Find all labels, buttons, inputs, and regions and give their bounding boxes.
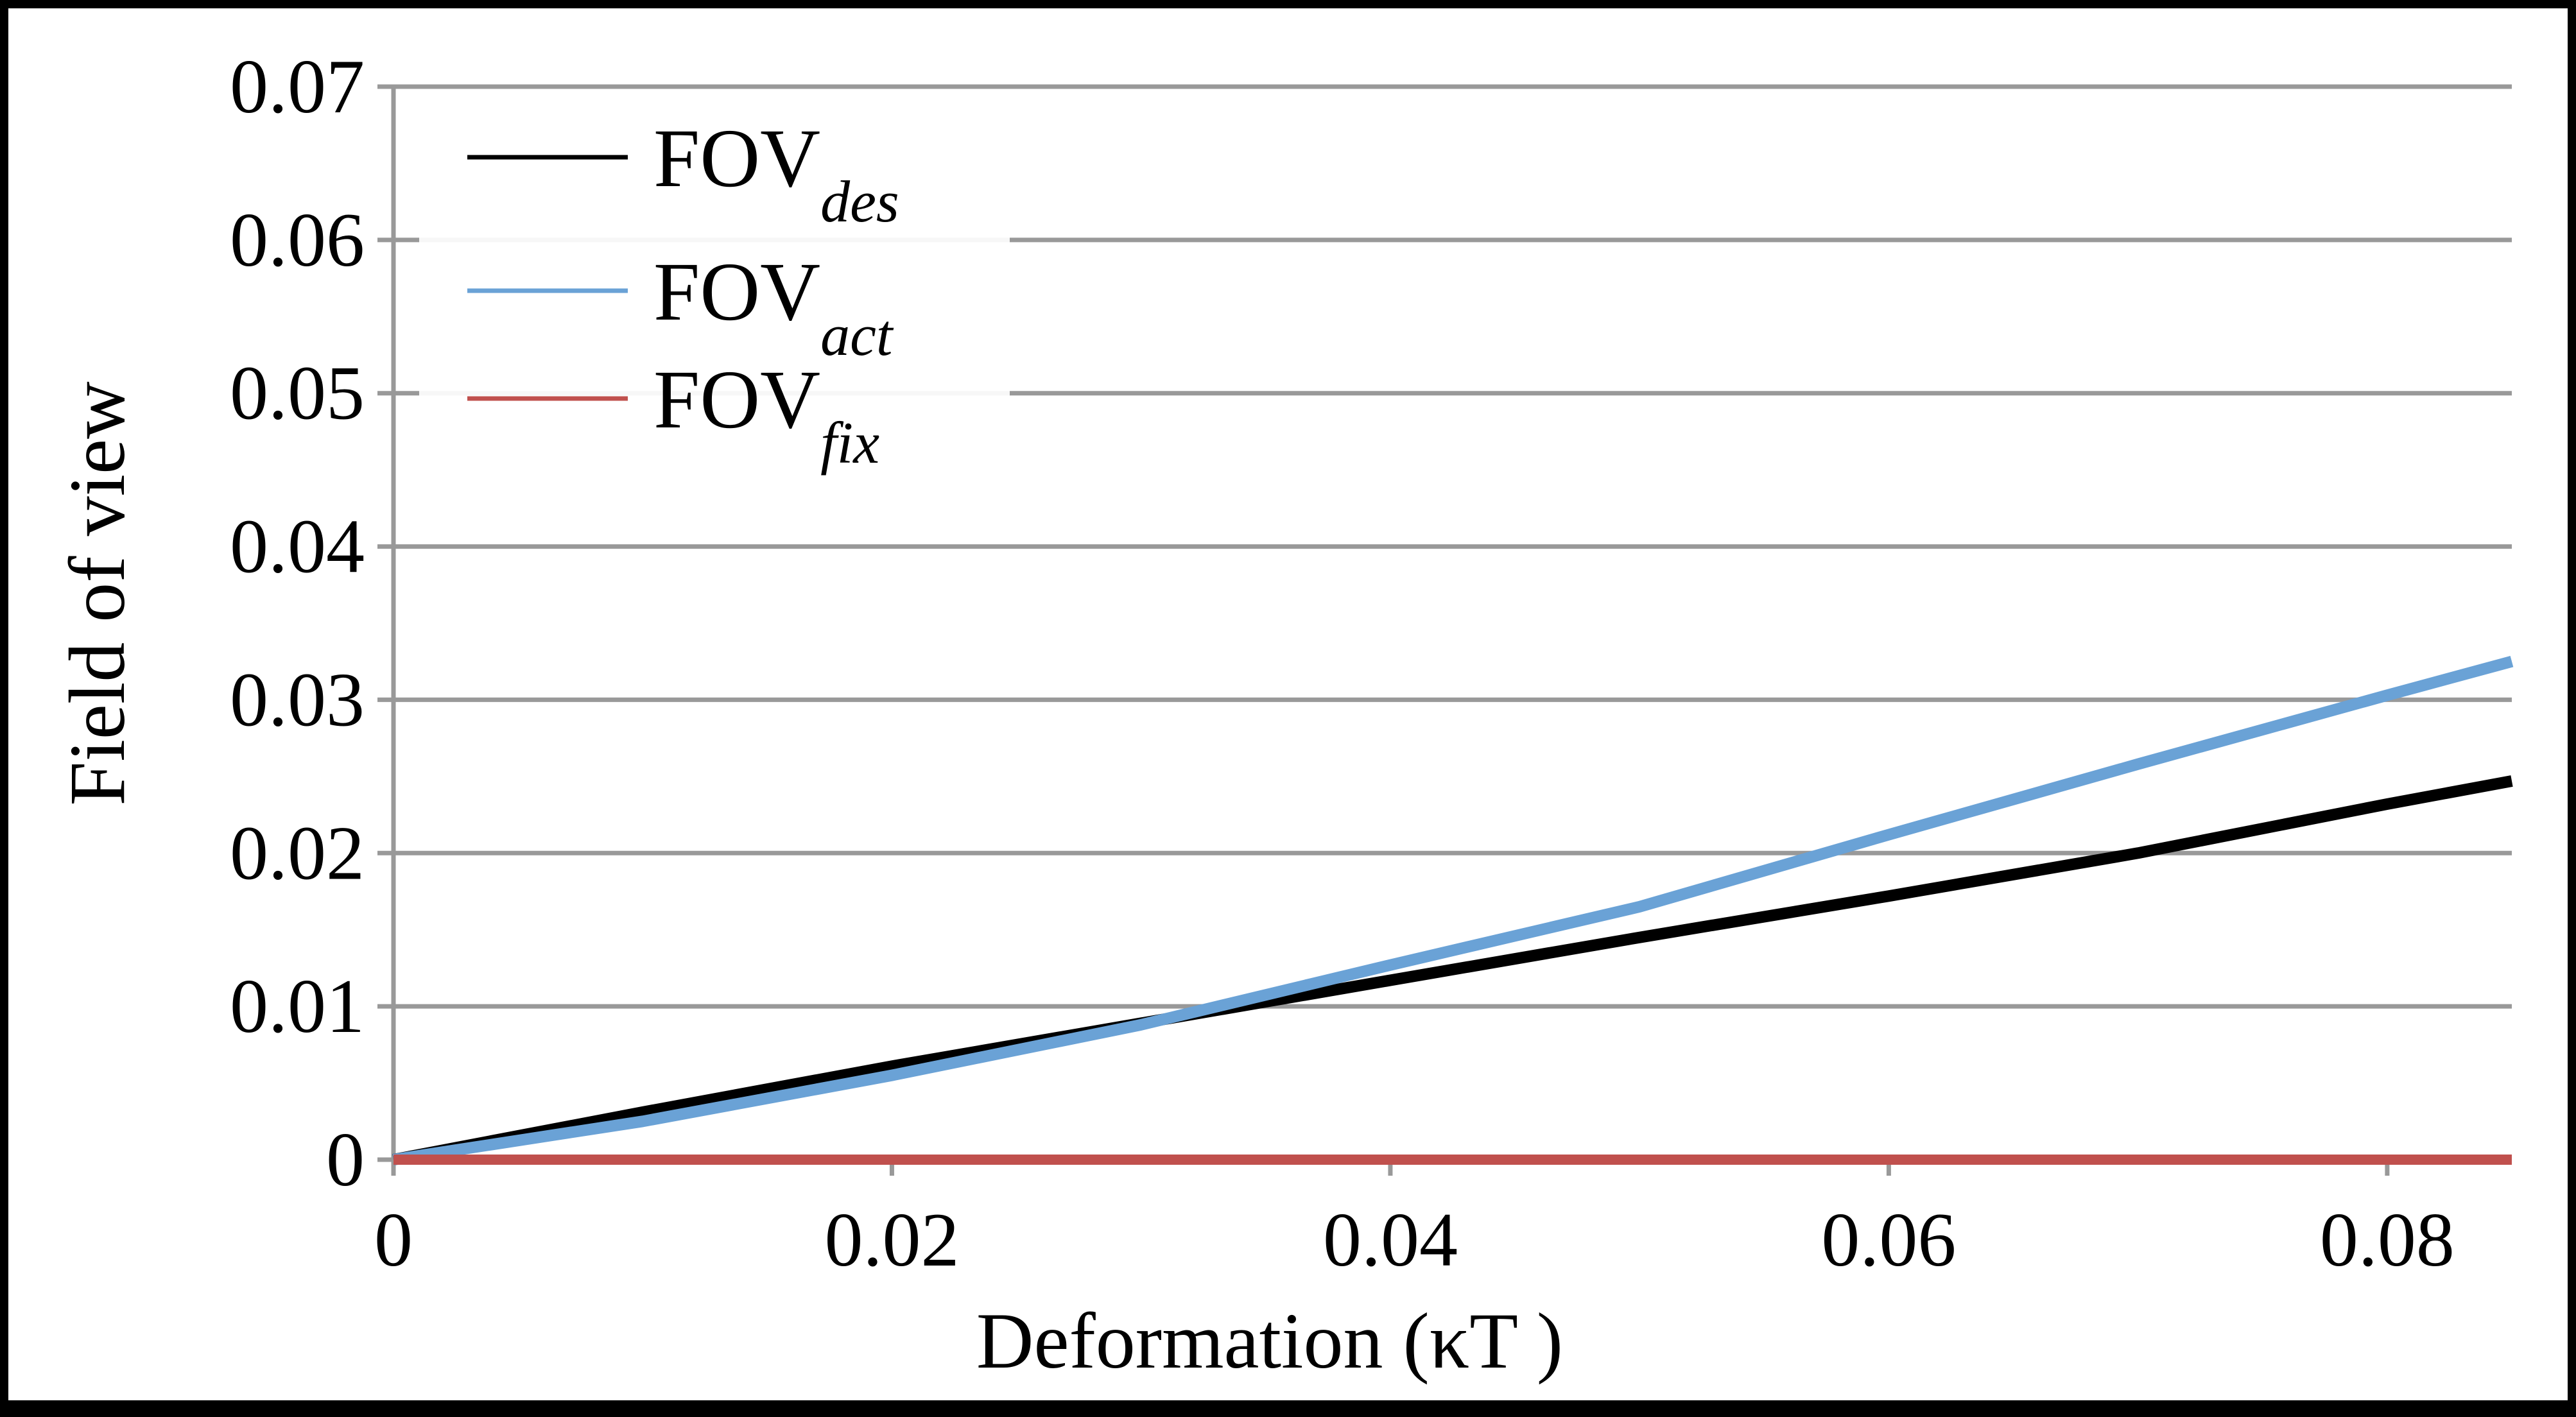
- legend-label-subscript: act: [820, 302, 894, 368]
- series-line-act: [392, 656, 2514, 1165]
- x-tick-label: 0: [374, 1197, 413, 1282]
- legend-background: [419, 111, 1010, 535]
- y-tick-label: 0.06: [230, 197, 365, 282]
- legend-label-subscript: des: [820, 169, 899, 234]
- y-tick-label: 0.05: [230, 350, 365, 436]
- legend-label-des: FOVdes: [653, 112, 899, 234]
- y-tick-label: 0.01: [230, 963, 365, 1049]
- legend-label-fix: FOVfix: [653, 354, 879, 476]
- y-tick-label: 0.04: [230, 504, 365, 589]
- y-tick-label: 0: [326, 1117, 365, 1202]
- x-tick-label: 0.08: [2320, 1197, 2455, 1282]
- line-chart: 0 0.01 0.02 0.03 0.04 0.05 0.06 0.07 0 0.02 0.04 0.…: [53, 44, 2514, 1385]
- x-tick-label: 0.04: [1323, 1197, 1458, 1282]
- y-tick-label: 0.02: [230, 810, 365, 895]
- legend-label-subscript: fix: [820, 410, 879, 476]
- y-tick-label: 0.07: [230, 44, 365, 129]
- series-line-des: [392, 775, 2513, 1165]
- y-axis-title: Field of view: [53, 381, 141, 805]
- ticks-layer: 0 0.01 0.02 0.03 0.04 0.05 0.06 0.07 0 0.02 0.04 0.…: [230, 44, 2455, 1282]
- x-tick-label: 0.06: [1821, 1197, 1956, 1282]
- series-layer: [392, 656, 2514, 1165]
- y-tick-label: 0.03: [230, 657, 365, 742]
- legend-label-main: FOV: [653, 112, 820, 205]
- x-axis-title: Deformation (κT ): [976, 1297, 1563, 1385]
- legend-label-main: FOV: [653, 354, 820, 446]
- legend-label-act: FOVact: [653, 246, 894, 368]
- legend-label-main: FOV: [653, 246, 820, 338]
- x-tick-label: 0.02: [824, 1197, 959, 1282]
